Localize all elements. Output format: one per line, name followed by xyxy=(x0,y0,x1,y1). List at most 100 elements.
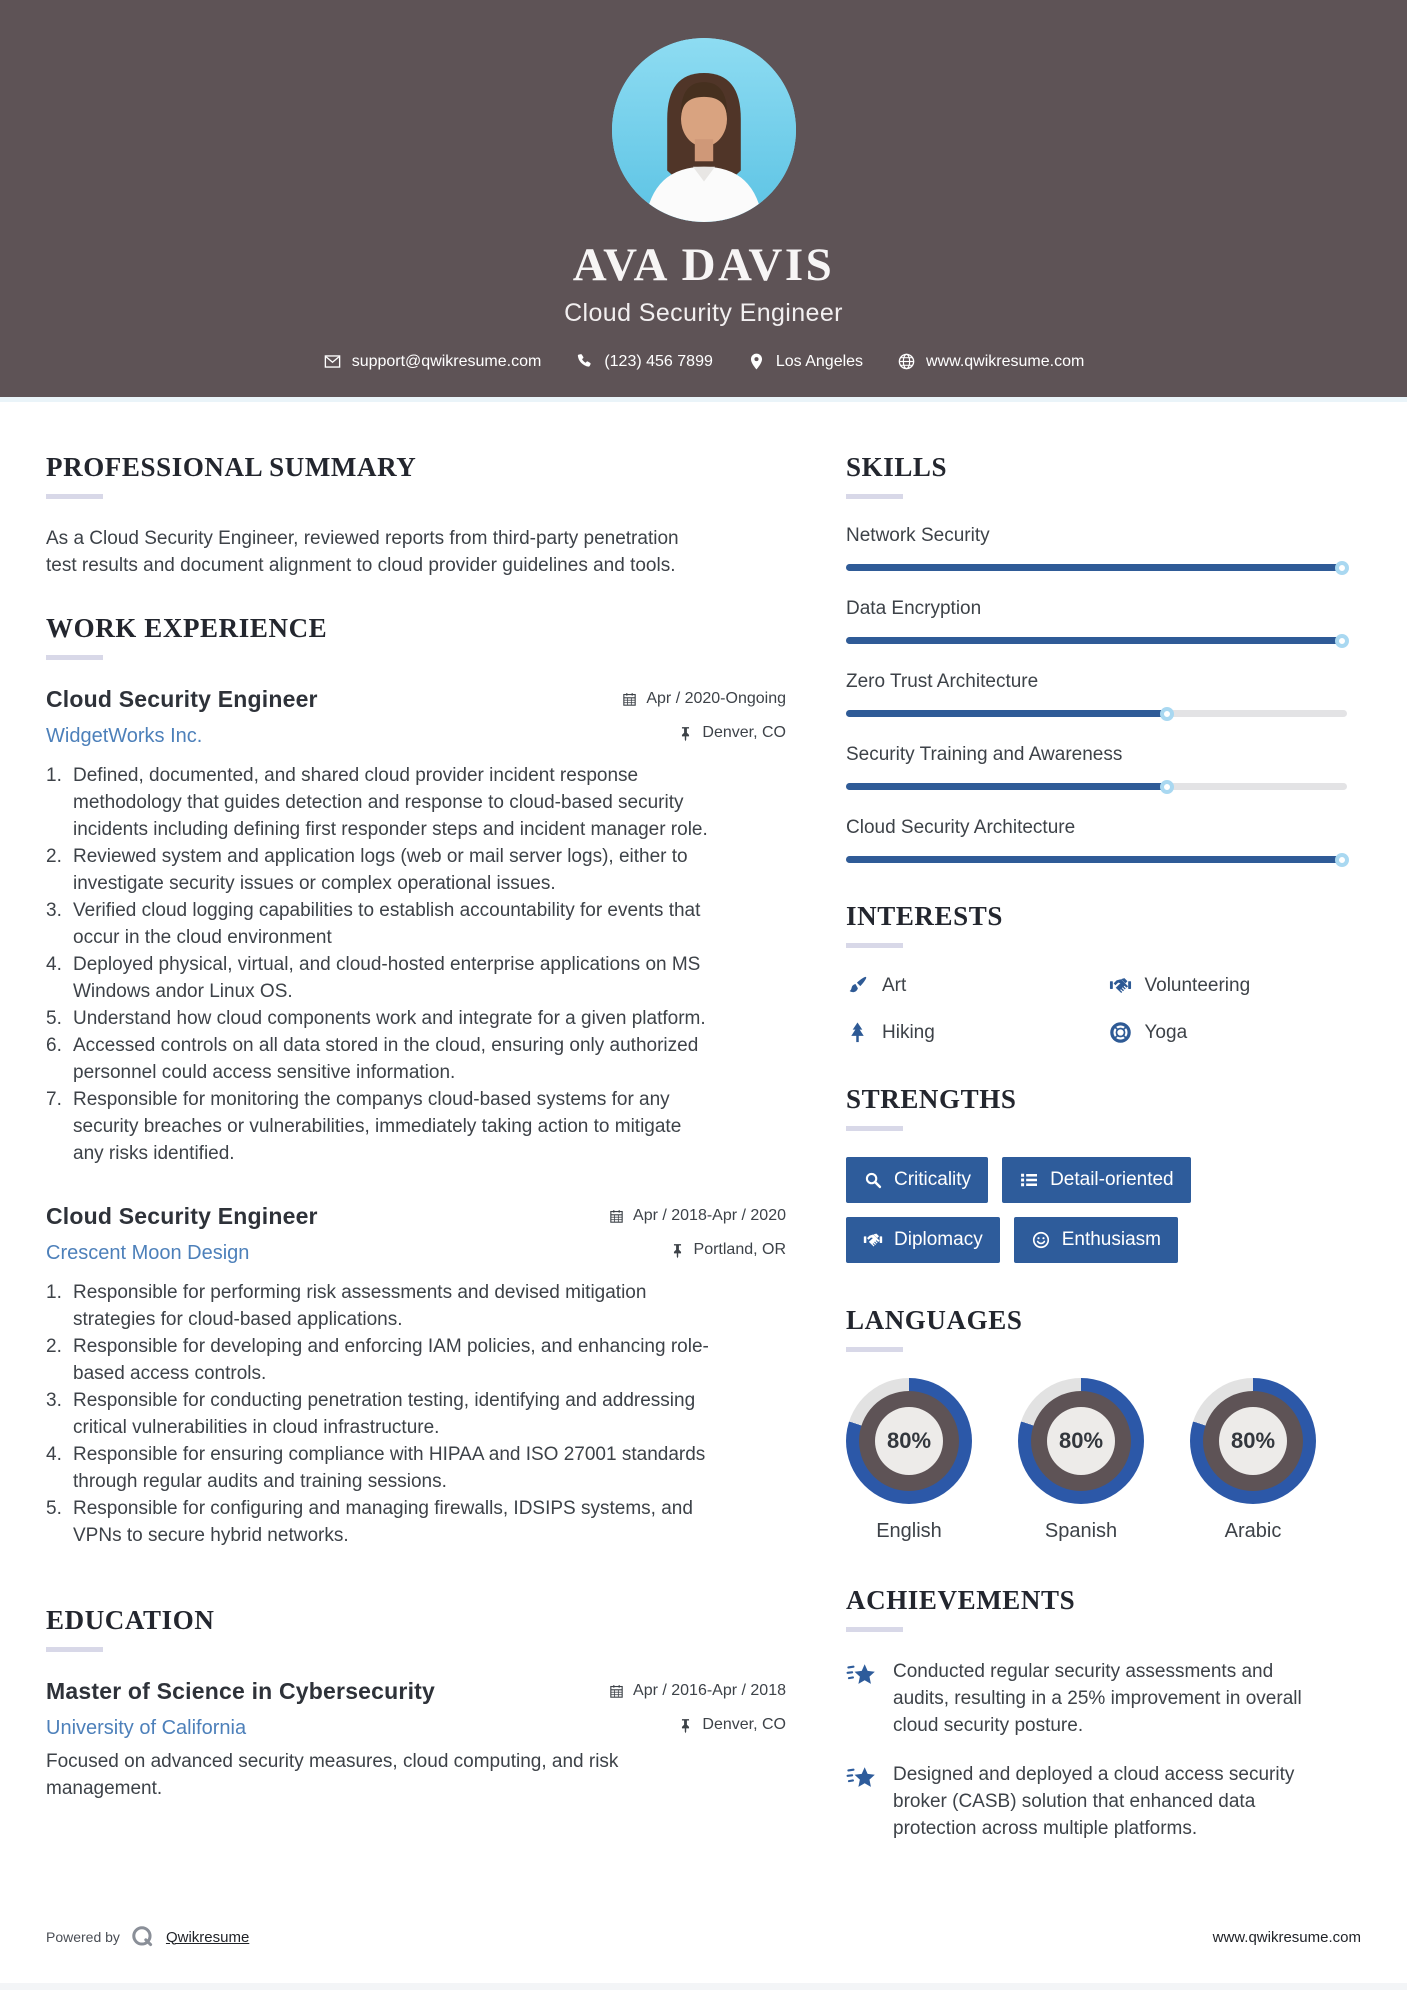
slider-knob-icon[interactable] xyxy=(1159,779,1174,794)
footer-website-link[interactable]: www.qwikresume.com xyxy=(1212,1928,1361,1946)
language-item: 80% Spanish xyxy=(1018,1378,1144,1543)
job-entry: Cloud Security Engineer WidgetWorks Inc.… xyxy=(46,686,786,1167)
strength-badge-detail-oriented[interactable]: Detail-oriented xyxy=(1002,1157,1191,1203)
job-date-text: Apr / 2018-Apr / 2020 xyxy=(633,1207,786,1224)
job-location-text: Denver, CO xyxy=(702,724,786,741)
school-link[interactable]: University of California xyxy=(46,1717,247,1739)
list-item: 7. Responsible for monitoring the company… xyxy=(46,1086,716,1167)
section-work-experience: WORK EXPERIENCE Cloud Security Engineer … xyxy=(46,613,786,1549)
bullet-text: Verified cloud logging capabilities to e… xyxy=(73,900,701,948)
location-pin-icon xyxy=(750,353,762,370)
section-heading: ACHIEVEMENTS xyxy=(846,1585,1076,1615)
pushpin-icon xyxy=(682,726,690,741)
qwikresume-logo-icon xyxy=(130,1924,156,1950)
slider-knob-icon[interactable] xyxy=(1159,706,1174,721)
language-label: Spanish xyxy=(1044,1520,1118,1542)
achievement-text: Designed and deployed a cloud access sec… xyxy=(893,1764,1295,1839)
section-skills: SKILLS Network Security Data Encryption … xyxy=(846,452,1361,867)
strength-badge-enthusiasm[interactable]: Enthusiasm xyxy=(1013,1217,1178,1263)
bullet-text: Responsible for ensuring compliance with… xyxy=(73,1444,706,1492)
slider-knob-icon[interactable] xyxy=(1335,852,1349,867)
list-item: 1. Responsible for performing risk assess… xyxy=(46,1279,716,1333)
list-item: 2. Responsible for developing and enforci… xyxy=(46,1333,716,1387)
bullet-number: 5. xyxy=(46,1008,62,1029)
section-heading: LANGUAGES xyxy=(846,1305,1023,1335)
education-date-text: Apr / 2016-Apr / 2018 xyxy=(633,1682,786,1699)
job-company-link[interactable]: WidgetWorks Inc. xyxy=(46,725,203,747)
strength-label: Detail-oriented xyxy=(1050,1169,1174,1190)
bullet-text: Reviewed system and application logs (we… xyxy=(73,846,688,894)
bullet-text: Responsible for configuring and managing… xyxy=(73,1498,693,1546)
footer: Powered by Qwikresume www.qwikresume.com xyxy=(46,1924,1361,1950)
qwikresume-link[interactable]: Qwikresume xyxy=(165,1928,250,1946)
job-date-text: Apr / 2020-Ongoing xyxy=(646,690,786,707)
bullet-text: Responsible for monitoring the companys … xyxy=(73,1089,682,1164)
skill-slider[interactable] xyxy=(846,852,1349,867)
education-location-text: Denver, CO xyxy=(702,1716,786,1733)
skill-label: Cloud Security Architecture xyxy=(846,817,1076,838)
skill-slider[interactable] xyxy=(846,633,1349,648)
interest-item: Art xyxy=(846,974,1099,997)
contact-email-text: support@qwikresume.com xyxy=(351,352,542,370)
section-interests: INTERESTS Art Volunteering Hiking Yoga xyxy=(846,901,1361,1044)
language-percent: 80% xyxy=(886,1428,932,1453)
section-heading: SKILLS xyxy=(846,452,948,482)
list-item: 3. Responsible for conducting penetration… xyxy=(46,1387,716,1441)
strength-badge-criticality[interactable]: Criticality xyxy=(846,1157,989,1203)
contact-email[interactable]: support@qwikresume.com xyxy=(323,352,542,371)
skill-item: Network Security xyxy=(846,525,1361,575)
list-item: 4. Deployed physical, virtual, and cloud-… xyxy=(46,951,716,1005)
bullet-number: 1. xyxy=(46,765,62,786)
shooting-star-icon xyxy=(846,1664,875,1684)
bullet-text: Deployed physical, virtual, and cloud-ho… xyxy=(73,954,701,1002)
list-item: 6. Accessed controls on all data stored i… xyxy=(46,1032,716,1086)
summary-text: As a Cloud Security Engineer, reviewed r… xyxy=(46,528,679,576)
shooting-star-icon xyxy=(846,1767,875,1787)
left-column: PROFESSIONAL SUMMARY As a Cloud Security… xyxy=(46,452,806,1864)
bullet-number: 2. xyxy=(46,1336,62,1357)
job-title: Cloud Security Engineer xyxy=(46,686,318,712)
strength-badge-diplomacy[interactable]: Diplomacy xyxy=(846,1217,1000,1263)
skill-slider[interactable] xyxy=(846,706,1347,721)
interest-label: Yoga xyxy=(1144,1021,1188,1043)
section-divider xyxy=(46,655,103,660)
pushpin-icon xyxy=(682,1718,690,1733)
job-company-link[interactable]: Crescent Moon Design xyxy=(46,1242,250,1264)
contact-website[interactable]: www.qwikresume.com xyxy=(897,352,1084,371)
contact-location-text: Los Angeles xyxy=(775,352,864,370)
list-icon xyxy=(1021,1173,1038,1187)
bullet-text: Defined, documented, and shared cloud pr… xyxy=(73,765,708,840)
education-text: Focused on advanced security measures, c… xyxy=(46,1751,619,1799)
lifering-icon xyxy=(1109,1022,1131,1043)
contact-phone[interactable]: (123) 456 7899 xyxy=(575,352,713,371)
achievement-item: Conducted regular security assessments a… xyxy=(846,1658,1326,1739)
section-professional-summary: PROFESSIONAL SUMMARY As a Cloud Security… xyxy=(46,452,786,579)
slider-knob-icon[interactable] xyxy=(1335,633,1349,648)
section-heading: EDUCATION xyxy=(46,1605,215,1635)
language-label: Arabic xyxy=(1224,1520,1282,1542)
calendar-icon xyxy=(623,692,637,706)
bullet-text: Responsible for developing and enforcing… xyxy=(73,1336,709,1384)
skill-slider[interactable] xyxy=(846,560,1349,575)
contact-row: support@qwikresume.com (123) 456 7899 Lo… xyxy=(0,352,1407,371)
section-education: EDUCATION Master of Science in Cybersecu… xyxy=(46,1605,786,1802)
contact-phone-text: (123) 456 7899 xyxy=(604,352,713,370)
candidate-name: AVA DAVIS xyxy=(572,239,835,291)
bullet-number: 3. xyxy=(46,900,62,921)
bottom-strip xyxy=(0,1983,1407,1990)
bullet-text: Responsible for performing risk assessme… xyxy=(73,1282,647,1330)
language-item: 80% Arabic xyxy=(1190,1378,1316,1543)
paintbrush-icon xyxy=(849,976,867,993)
skill-item: Security Training and Awareness xyxy=(846,744,1361,794)
section-divider xyxy=(846,494,903,499)
section-heading: WORK EXPERIENCE xyxy=(46,613,328,643)
section-languages: LANGUAGES 80% English 80% Spanish xyxy=(846,1305,1361,1543)
skill-slider[interactable] xyxy=(846,779,1347,794)
handshake-icon xyxy=(863,1233,883,1247)
list-item: 3. Verified cloud logging capabilities to… xyxy=(46,897,716,951)
list-item: 4. Responsible for ensuring compliance wi… xyxy=(46,1441,716,1495)
skill-label: Network Security xyxy=(846,525,990,546)
contact-location[interactable]: Los Angeles xyxy=(747,352,863,371)
slider-knob-icon[interactable] xyxy=(1335,560,1349,575)
job-location: Denver, CO xyxy=(621,724,786,742)
